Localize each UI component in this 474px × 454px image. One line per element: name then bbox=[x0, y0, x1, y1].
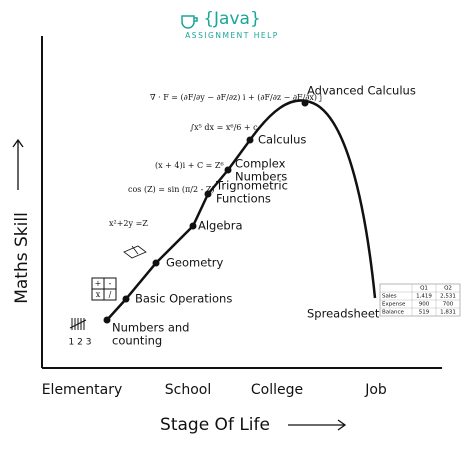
op-symbol: / bbox=[109, 290, 112, 299]
table-cell: 1,419 bbox=[416, 294, 432, 300]
table-cell: 900 bbox=[419, 302, 430, 308]
formula: ∫x⁵ dx = x⁶/6 + c bbox=[190, 123, 258, 132]
node-label: Spreadsheet bbox=[307, 307, 380, 321]
ops-box bbox=[91, 277, 117, 301]
x-arrow bbox=[288, 419, 347, 431]
node-label: Functions bbox=[216, 192, 271, 206]
tally-numbers: 1 2 3 bbox=[69, 338, 92, 348]
y-axis-label: Maths Skill bbox=[12, 212, 32, 304]
op-symbol: - bbox=[109, 279, 112, 288]
node-label: Numbers and bbox=[112, 321, 189, 335]
node-label: Algebra bbox=[198, 219, 243, 233]
table-cell: Balance bbox=[382, 310, 405, 316]
table-header: Q1 bbox=[420, 286, 428, 292]
formula: ∇ · F = (∂F/∂y − ∂F/∂z) i + (∂F/∂z − ∂F/… bbox=[150, 93, 322, 102]
node-label: Numbers bbox=[235, 170, 287, 184]
table-cell: 2,531 bbox=[440, 294, 456, 300]
node-dot bbox=[189, 222, 197, 230]
table-cell: 1,831 bbox=[440, 310, 456, 316]
node-label: Complex bbox=[235, 157, 286, 171]
node-label: Basic Operations bbox=[135, 292, 232, 306]
op-symbol: + bbox=[95, 279, 102, 288]
node-label: Trignometric bbox=[215, 179, 288, 193]
node-dot bbox=[152, 259, 160, 267]
formula: x²+2y =Z bbox=[109, 219, 148, 228]
node-dot bbox=[301, 99, 309, 107]
stage-label: Job bbox=[364, 382, 387, 398]
geometry-sketch bbox=[123, 245, 147, 259]
logo-brand: {Java} bbox=[203, 9, 261, 29]
logo-sub: ASSIGNMENT HELP bbox=[185, 31, 279, 40]
tally-marks bbox=[69, 318, 87, 330]
node-dot bbox=[122, 295, 130, 303]
table-cell: 519 bbox=[419, 310, 430, 316]
spreadsheet-table: Q1 Q2 Sales 1,419 2,531 Expense 900 700 Balance 5… bbox=[379, 283, 461, 317]
table-cell: Expense bbox=[382, 302, 406, 308]
node-label: Geometry bbox=[166, 256, 224, 270]
stage-label: Elementary bbox=[42, 382, 123, 398]
logo: {Java} ASSIGNMENT HELP bbox=[181, 9, 279, 40]
node-dot bbox=[246, 136, 254, 144]
y-arrow bbox=[12, 138, 24, 190]
stage-label: School bbox=[165, 382, 211, 398]
x-axis-label: Stage Of Life bbox=[160, 415, 270, 435]
node-label: counting bbox=[112, 334, 162, 348]
node-label: Calculus bbox=[258, 133, 306, 147]
table-header: Q2 bbox=[444, 286, 452, 292]
cup-icon bbox=[181, 15, 198, 29]
stage-label: College bbox=[251, 382, 303, 398]
node-dot bbox=[224, 166, 232, 174]
op-symbol: x bbox=[96, 290, 101, 299]
table-cell: 700 bbox=[443, 302, 454, 308]
formula: cos (Z) = sin (π/2 - Z) bbox=[128, 185, 215, 194]
skill-curve bbox=[106, 99, 377, 321]
node-label: Advanced Calculus bbox=[307, 84, 416, 98]
node-dot bbox=[204, 190, 212, 198]
node-dot bbox=[103, 316, 111, 324]
table-cell: Sales bbox=[382, 294, 397, 300]
formula: (x + 4)i + C = Z⁶ bbox=[155, 161, 224, 170]
